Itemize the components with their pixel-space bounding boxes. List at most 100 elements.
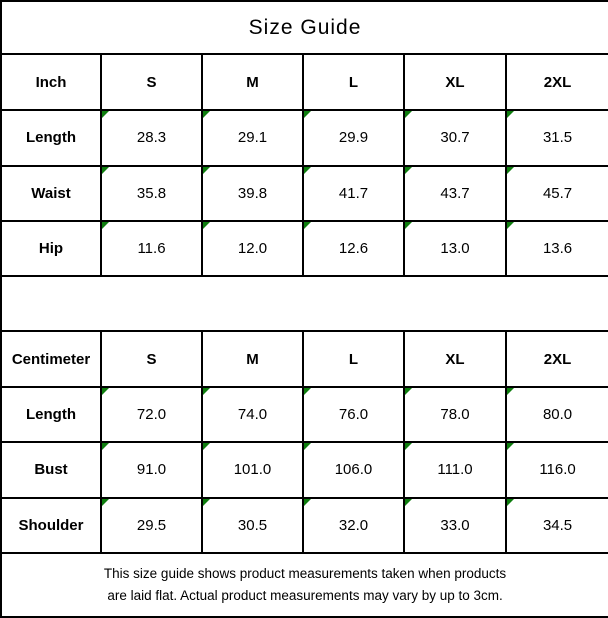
measurement-value: 31.5	[542, 129, 573, 147]
corner-flag-icon	[204, 499, 210, 506]
centimeter-unit-header: Centimeter	[0, 330, 102, 389]
measurement-value: 39.8	[237, 184, 268, 202]
corner-flag-icon	[305, 499, 311, 506]
inch-row-label-waist: Waist	[0, 164, 102, 222]
measurement-cell: 101.0	[201, 441, 304, 499]
measurement-value: 28.3	[136, 129, 167, 147]
corner-flag-icon	[406, 112, 412, 119]
footer-note-line-1: This size guide shows product measuremen…	[103, 565, 507, 581]
measurement-cell: 43.7	[403, 164, 507, 222]
inch-size-header-xl: XL	[403, 53, 507, 112]
inch-size-header-m: M	[201, 53, 304, 112]
measurement-value: 80.0	[542, 406, 573, 424]
corner-flag-icon	[305, 112, 311, 119]
corner-flag-icon	[204, 389, 210, 396]
measurement-value: 74.0	[237, 406, 268, 424]
measurement-value: 43.7	[440, 184, 470, 202]
measurement-value: 45.7	[542, 184, 573, 202]
corner-flag-icon	[103, 112, 109, 119]
measurement-cell: 31.5	[504, 109, 608, 167]
measurement-cell: 34.5	[504, 496, 608, 554]
measurement-value: 76.0	[338, 406, 369, 424]
corner-flag-icon	[204, 112, 210, 119]
measurement-cell: 91.0	[100, 441, 203, 499]
measurement-value: 72.0	[136, 406, 167, 424]
measurement-value: 106.0	[334, 461, 373, 479]
corner-flag-icon	[103, 444, 109, 451]
measurement-cell: 80.0	[504, 386, 608, 444]
cm-row-label-bust: Bust	[0, 441, 102, 499]
measurement-value: 13.0	[440, 239, 470, 257]
corner-flag-icon	[305, 389, 311, 396]
inch-size-header-2xl: 2XL	[504, 53, 608, 112]
measurement-value: 29.9	[338, 129, 369, 147]
corner-flag-icon	[508, 112, 514, 119]
measurement-cell: 116.0	[504, 441, 608, 499]
measurement-cell: 28.3	[100, 109, 203, 167]
measurement-value: 12.0	[237, 239, 268, 257]
measurement-cell: 35.8	[100, 164, 203, 222]
section-spacer	[0, 274, 608, 333]
cm-size-header-xl: XL	[403, 330, 507, 389]
measurement-cell: 13.0	[403, 219, 507, 277]
measurement-cell: 12.6	[302, 219, 405, 277]
measurement-cell: 45.7	[504, 164, 608, 222]
measurement-cell: 32.0	[302, 496, 405, 554]
measurement-value: 78.0	[440, 406, 470, 424]
corner-flag-icon	[406, 222, 412, 229]
inch-unit-header: Inch	[0, 53, 102, 112]
measurement-value: 34.5	[542, 516, 573, 534]
measurement-cell: 29.9	[302, 109, 405, 167]
corner-flag-icon	[508, 444, 514, 451]
measurement-value: 11.6	[137, 239, 166, 257]
corner-flag-icon	[103, 389, 109, 396]
corner-flag-icon	[508, 222, 514, 229]
measurement-value: 116.0	[539, 461, 576, 479]
cm-size-header-l: L	[302, 330, 405, 389]
corner-flag-icon	[406, 167, 412, 174]
measurement-value: 101.0	[233, 461, 272, 479]
corner-flag-icon	[204, 222, 210, 229]
measurement-value: 33.0	[440, 516, 470, 534]
measurement-value: 32.0	[338, 516, 369, 534]
measurement-cell: 30.5	[201, 496, 304, 554]
cm-row-label-length: Length	[0, 386, 102, 444]
footer-note: This size guide shows product measuremen…	[0, 551, 608, 618]
measurement-value: 111.0	[437, 461, 473, 479]
corner-flag-icon	[305, 444, 311, 451]
corner-flag-icon	[508, 499, 514, 506]
measurement-cell: 72.0	[100, 386, 203, 444]
measurement-cell: 78.0	[403, 386, 507, 444]
measurement-value: 12.6	[338, 239, 369, 257]
cm-size-header-s: S	[100, 330, 203, 389]
measurement-cell: 111.0	[403, 441, 507, 499]
corner-flag-icon	[103, 499, 109, 506]
inch-size-header-s: S	[100, 53, 203, 112]
measurement-value: 29.5	[136, 516, 167, 534]
measurement-cell: 29.5	[100, 496, 203, 554]
measurement-cell: 39.8	[201, 164, 304, 222]
corner-flag-icon	[406, 389, 412, 396]
measurement-cell: 29.1	[201, 109, 304, 167]
measurement-cell: 30.7	[403, 109, 507, 167]
cm-size-header-m: M	[201, 330, 304, 389]
measurement-value: 13.6	[542, 239, 573, 257]
cm-row-label-shoulder: Shoulder	[0, 496, 102, 554]
corner-flag-icon	[406, 499, 412, 506]
corner-flag-icon	[103, 167, 109, 174]
cm-size-header-2xl: 2XL	[504, 330, 608, 389]
corner-flag-icon	[204, 444, 210, 451]
measurement-cell: 76.0	[302, 386, 405, 444]
measurement-value: 91.0	[136, 461, 167, 479]
inch-row-label-hip: Hip	[0, 219, 102, 277]
measurement-value: 29.1	[237, 129, 268, 147]
corner-flag-icon	[204, 167, 210, 174]
measurement-value: 30.7	[440, 129, 470, 147]
corner-flag-icon	[305, 222, 311, 229]
corner-flag-icon	[305, 167, 311, 174]
measurement-cell: 106.0	[302, 441, 405, 499]
measurement-cell: 74.0	[201, 386, 304, 444]
measurement-cell: 12.0	[201, 219, 304, 277]
measurement-cell: 13.6	[504, 219, 608, 277]
